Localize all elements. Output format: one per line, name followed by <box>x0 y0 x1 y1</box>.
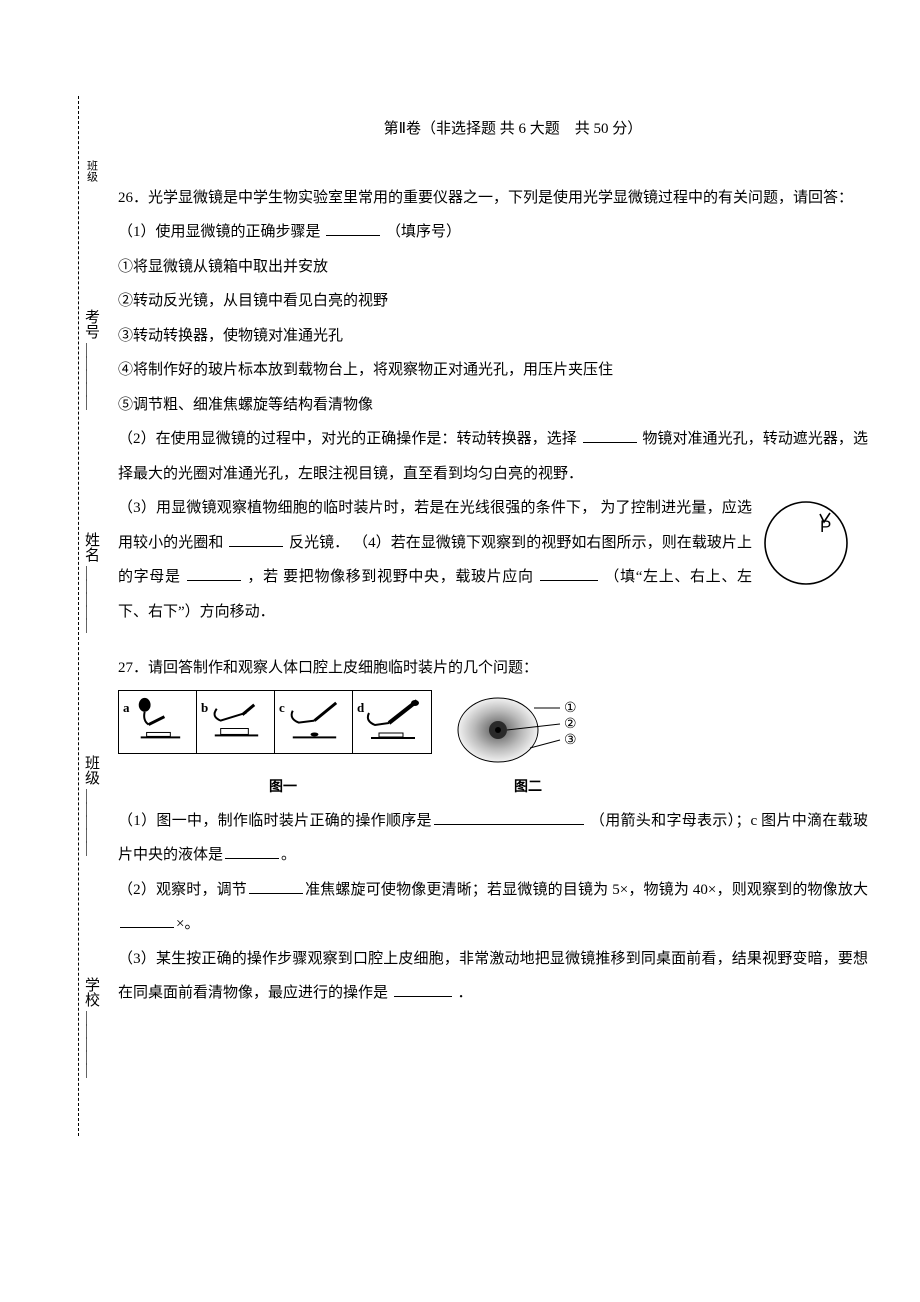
blank[interactable] <box>540 567 598 581</box>
margin-line: ＿＿＿＿＿ <box>84 1011 99 1076</box>
text: ． <box>454 985 473 1001</box>
figure-two-cell: ① ② ③ <box>448 690 588 770</box>
margin-line: ＿＿＿＿＿ <box>84 343 99 408</box>
blank[interactable] <box>434 811 584 825</box>
margin-label-school: 学校 <box>81 977 102 1007</box>
margin-line: ＿＿＿＿＿ <box>84 789 99 854</box>
caption-fig2: 图二 <box>448 772 608 804</box>
binding-margin: 学校 ＿＿＿＿＿ 班级 ＿＿＿＿＿ 姓名 ＿＿＿＿＿ 考号 ＿＿＿＿＿ 班级 <box>78 96 104 1136</box>
text: 准焦螺旋可使物像更清晰；若显微镜的目镜为 5×，物镜为 40×，则观察到的物像放… <box>305 882 868 898</box>
margin-field-school: 学校 ＿＿＿＿＿ <box>81 973 102 1076</box>
q26-stem: 26．光学显微镜是中学生物实验室里常用的重要仪器之一，下列是使用光学显微镜过程中… <box>118 181 868 216</box>
q26-step3: ③转动转换器，使物镜对准通光孔 <box>118 319 868 354</box>
text: （2）观察时，调节 <box>118 882 247 898</box>
panel-c: c <box>275 691 353 753</box>
text: 要把物像移到视野中央，载玻片应向 <box>283 569 538 585</box>
blank[interactable] <box>229 533 283 547</box>
cell-diagram-icon: ① ② ③ <box>448 690 588 770</box>
panel-b-icon <box>197 691 274 752</box>
q26-part2: （2）在使用显微镜的过程中，对光的正确操作是：转动转换器，选择 物镜对准通光孔，… <box>118 422 868 491</box>
blank[interactable] <box>120 914 174 928</box>
figure-one-panels: a b <box>118 690 432 754</box>
panel-a: a <box>119 691 197 753</box>
margin-label-name: 姓名 <box>81 532 102 562</box>
panel-c-icon <box>275 691 352 752</box>
text: ，若 <box>243 569 279 585</box>
text: （3）某生按正确的操作步骤观察到口腔上皮细胞，非常激动地把显微镜推移到同桌面前看… <box>118 951 868 1002</box>
circle-p-icon: P <box>760 497 852 589</box>
panel-b: b <box>197 691 275 753</box>
q27-part2: （2）观察时，调节 准焦螺旋可使物像更清晰；若显微镜的目镜为 5×，物镜为 40×… <box>118 873 868 942</box>
margin-field-name: 姓名 ＿＿＿＿＿ <box>81 528 102 631</box>
q26-step4: ④将制作好的玻片标本放到载物台上，将观察物正对通光孔，用压片夹压住 <box>118 353 868 388</box>
blank[interactable] <box>249 880 303 894</box>
svg-text:②: ② <box>564 717 577 732</box>
panel-d-icon <box>353 691 431 753</box>
blank[interactable] <box>394 983 452 997</box>
blank[interactable] <box>583 429 637 443</box>
svg-text:①: ① <box>564 701 577 716</box>
content-area: 第Ⅱ卷（非选择题 共 6 大题 共 50 分） 26．光学显微镜是中学生物实验室… <box>118 112 868 1011</box>
text: （1）图一中，制作临时装片正确的操作顺序是 <box>118 813 432 829</box>
blank[interactable] <box>187 567 241 581</box>
margin-field-extra: 班级 <box>84 156 100 186</box>
q26-part1: （1）使用显微镜的正确步骤是 （填序号） <box>118 215 868 250</box>
blank[interactable] <box>225 845 279 859</box>
q27-figures: a b <box>118 690 868 770</box>
text: 反光镜． <box>285 535 349 551</box>
q27-part3: （3）某生按正确的操作步骤观察到口腔上皮细胞，非常激动地把显微镜推移到同桌面前看… <box>118 942 868 1011</box>
blank[interactable] <box>326 222 380 236</box>
text: （填序号） <box>382 224 461 240</box>
panel-a-icon <box>119 691 196 752</box>
caption-fig1: 图一 <box>118 772 448 804</box>
q26-step2: ②转动反光镜，从目镜中看见白亮的视野 <box>118 284 868 319</box>
microscope-view-figure: P <box>760 497 852 589</box>
margin-field-class: 班级 ＿＿＿＿＿ <box>81 751 102 854</box>
section-title: 第Ⅱ卷（非选择题 共 6 大题 共 50 分） <box>158 112 868 147</box>
q26-part3: P （3）用显微镜观察植物细胞的临时装片时，若是在光线很强的条件下， 为了控制进… <box>118 491 868 629</box>
text: （2）在使用显微镜的过程中，对光的正确操作是：转动转换器，选择 <box>118 431 581 447</box>
q26-step1: ①将显微镜从镜箱中取出并安放 <box>118 250 868 285</box>
q27-part1: （1）图一中，制作临时装片正确的操作顺序是 （用箭头和字母表示）；c 图片中滴在… <box>118 804 868 873</box>
margin-label-extra: 班级 <box>84 160 100 182</box>
text: （3）用显微镜观察植物细胞的临时装片时，若是在光线很强的条件下， <box>118 500 596 516</box>
text: ×。 <box>176 916 199 932</box>
q26-step5: ⑤调节粗、细准焦螺旋等结构看清物像 <box>118 388 868 423</box>
margin-label-class: 班级 <box>81 755 102 785</box>
margin-line: ＿＿＿＿＿ <box>84 566 99 631</box>
margin-field-examno: 考号 ＿＿＿＿＿ <box>81 305 102 408</box>
svg-text:③: ③ <box>564 733 577 748</box>
margin-label-examno: 考号 <box>81 309 102 339</box>
svg-text:P: P <box>820 517 831 536</box>
figure-captions: 图一 图二 <box>118 772 868 804</box>
text: （1）使用显微镜的正确步骤是 <box>118 224 324 240</box>
q27-stem: 27．请回答制作和观察人体口腔上皮细胞临时装片的几个问题： <box>118 651 868 686</box>
panel-d: d <box>353 691 431 753</box>
text: 。 <box>281 847 296 863</box>
